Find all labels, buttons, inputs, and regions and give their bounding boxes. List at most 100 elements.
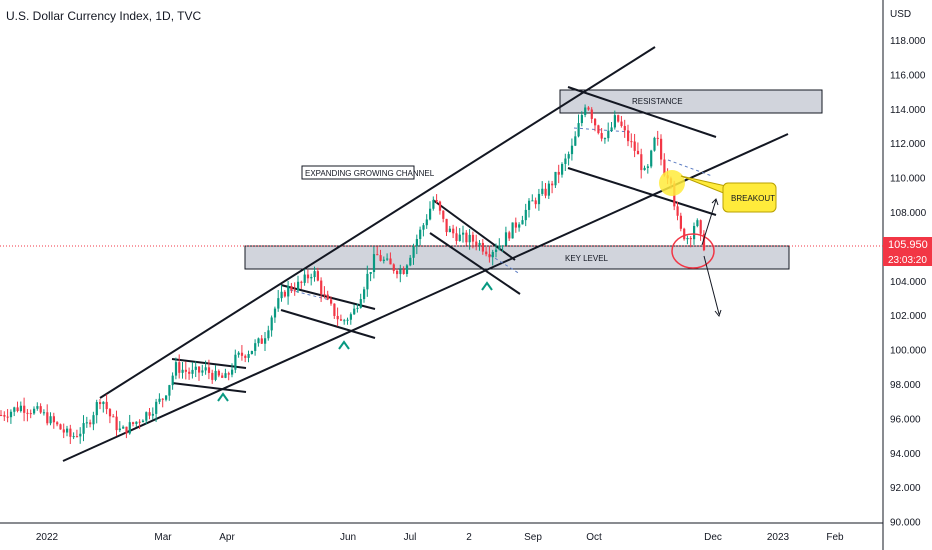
candle-body xyxy=(485,251,488,255)
candle-body xyxy=(191,369,194,374)
channel-label: EXPANDING GROWING CHANNEL xyxy=(305,169,435,178)
candle-body xyxy=(382,259,385,261)
candle-body xyxy=(610,127,613,131)
key-level-zone[interactable] xyxy=(244,245,790,270)
projection-arrow-down[interactable] xyxy=(703,255,722,318)
flag3-bottom-line[interactable] xyxy=(429,232,521,295)
candle-body xyxy=(221,375,224,378)
candle-body xyxy=(66,428,69,433)
candle-body xyxy=(594,118,597,126)
candle-body xyxy=(277,298,280,309)
candle-body xyxy=(544,188,547,196)
candle-body xyxy=(214,370,217,380)
projection-arrow-up[interactable] xyxy=(701,198,719,246)
channel-upper-line[interactable] xyxy=(99,46,656,399)
candle-body xyxy=(204,367,207,371)
candle-body xyxy=(442,210,445,219)
candle-body xyxy=(356,307,359,309)
candle-body xyxy=(353,308,356,315)
desc-channel-top-line[interactable] xyxy=(567,86,717,138)
candle-body xyxy=(23,405,26,413)
candle-body xyxy=(128,422,131,434)
candle-body xyxy=(313,271,316,278)
candle-body xyxy=(363,289,366,300)
candle-body xyxy=(0,414,3,416)
price-axis-currency: USD xyxy=(890,9,911,20)
candle-body xyxy=(148,412,151,416)
price-tick-label: 118.000 xyxy=(890,36,926,47)
candle-body xyxy=(52,416,55,423)
candle-body xyxy=(135,421,138,424)
candle-body xyxy=(686,237,689,240)
candle-body xyxy=(198,366,201,373)
candle-body xyxy=(564,158,567,165)
flag2-bottom-line[interactable] xyxy=(280,309,376,339)
breakout-callout[interactable] xyxy=(722,182,777,213)
channel-label-box[interactable] xyxy=(301,165,415,180)
last-price-value: 105.950 xyxy=(888,239,928,251)
candle-body xyxy=(580,115,583,124)
candle-body xyxy=(316,271,319,281)
candle-body xyxy=(323,294,326,296)
price-tick-label: 116.000 xyxy=(890,70,926,81)
candle-body xyxy=(640,154,643,171)
candle-body xyxy=(346,319,349,321)
candle-body xyxy=(102,401,105,405)
candle-body xyxy=(620,121,623,126)
candle-body xyxy=(257,338,260,344)
desc-channel-bottom-line[interactable] xyxy=(567,167,717,216)
candle-body xyxy=(471,234,475,242)
candle-body xyxy=(59,424,62,430)
candle-body xyxy=(293,290,296,292)
candle-body xyxy=(508,232,511,239)
resistance-label: RESISTANCE xyxy=(632,97,683,106)
flag3-top-line[interactable] xyxy=(432,199,516,261)
candle-body xyxy=(462,232,465,235)
candle-body xyxy=(399,269,402,275)
key-level-test-ellipse[interactable] xyxy=(671,233,715,269)
candle-body xyxy=(498,245,501,250)
candle-body xyxy=(656,137,659,139)
candles xyxy=(0,104,706,445)
time-tick-label: Feb xyxy=(826,532,844,543)
candle-body xyxy=(264,338,267,344)
candle-body xyxy=(105,401,108,410)
candle-body xyxy=(359,299,362,308)
candle-body xyxy=(488,254,491,258)
candle-body xyxy=(689,237,692,240)
candle-body xyxy=(663,159,666,176)
resistance-zone[interactable] xyxy=(559,89,823,114)
candle-body xyxy=(13,407,16,412)
candle-body xyxy=(122,426,125,429)
candle-body xyxy=(369,272,372,274)
price-tick-label: 96.000 xyxy=(890,414,921,425)
flag1-bottom-line[interactable] xyxy=(171,382,247,393)
candle-body xyxy=(280,291,283,299)
candle-body xyxy=(26,412,29,414)
higher-low-marker-2 xyxy=(338,340,350,350)
candle-body xyxy=(320,280,323,295)
candle-body xyxy=(693,226,696,240)
candle-body xyxy=(603,138,607,140)
candle-body xyxy=(194,366,197,370)
candle-body xyxy=(39,406,42,413)
candle-body xyxy=(108,409,112,417)
candle-body xyxy=(584,107,587,116)
candle-body xyxy=(425,219,428,226)
price-tick-label: 94.000 xyxy=(890,449,921,460)
candle-body xyxy=(448,228,451,233)
time-tick-label: Jul xyxy=(404,532,417,543)
candle-body xyxy=(587,107,590,110)
candle-body xyxy=(419,229,422,240)
candle-body xyxy=(597,125,600,134)
candle-body xyxy=(567,154,570,159)
candle-body xyxy=(475,241,478,246)
price-tick-label: 104.000 xyxy=(890,277,927,288)
candle-body xyxy=(49,416,52,424)
candle-body xyxy=(643,167,646,171)
candle-body xyxy=(561,164,564,175)
price-tick-label: 92.000 xyxy=(890,483,921,494)
candle-body xyxy=(574,136,577,146)
candle-body xyxy=(386,258,389,260)
